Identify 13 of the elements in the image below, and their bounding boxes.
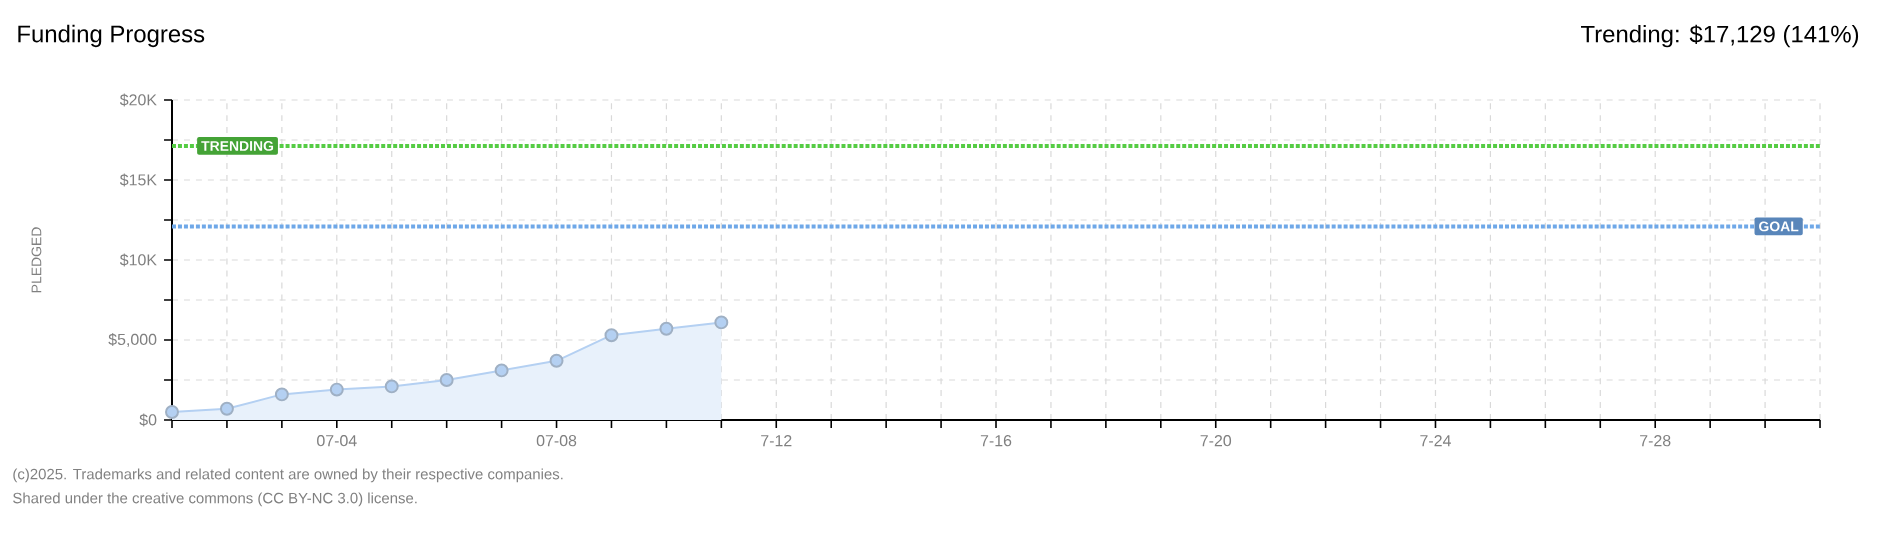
point [329, 382, 344, 397]
point [274, 387, 289, 402]
point [165, 405, 179, 419]
point [439, 373, 454, 387]
point [714, 315, 729, 330]
point [384, 379, 399, 394]
chart-subtitle: Trending: $17,129 (141%) [1581, 24, 1859, 48]
point [549, 353, 564, 368]
point [659, 321, 674, 336]
point [494, 363, 509, 378]
chart-title: Funding Progress [18, 24, 205, 48]
point [604, 328, 619, 343]
point [219, 401, 234, 416]
